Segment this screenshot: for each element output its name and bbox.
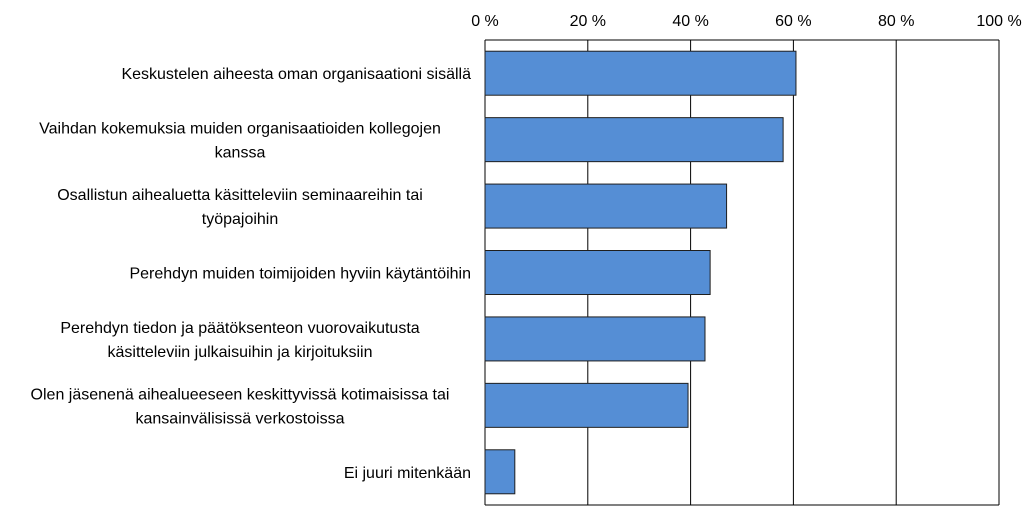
category-label: käsitteleviin julkaisuihin ja kirjoituks… bbox=[108, 344, 373, 361]
category-label: Perehdyn tiedon ja päätöksenteon vuorova… bbox=[60, 320, 419, 337]
bar bbox=[484, 250, 711, 295]
category-label: Osallistun aihealuetta käsitteleviin sem… bbox=[57, 187, 423, 204]
category-label: kanssa bbox=[215, 145, 266, 162]
bar bbox=[484, 50, 797, 96]
category-label-layer: Keskustelen aiheesta oman organisaationi… bbox=[31, 66, 472, 482]
bar bbox=[484, 183, 728, 229]
x-tick-label: 80 % bbox=[878, 13, 914, 30]
category-label: kansainvälisissä verkostoissa bbox=[136, 410, 345, 427]
x-tick-label: 100 % bbox=[976, 13, 1021, 30]
bar bbox=[484, 316, 706, 362]
bar bbox=[484, 449, 516, 495]
category-label: Olen jäsenenä aihealueeseen keskittyviss… bbox=[31, 386, 450, 403]
x-tick-label: 40 % bbox=[672, 13, 708, 30]
bar bbox=[484, 117, 784, 163]
category-label: Keskustelen aiheesta oman organisaationi… bbox=[121, 66, 471, 83]
x-tick-label: 60 % bbox=[775, 13, 811, 30]
category-label: Perehdyn muiden toimijoiden hyviin käytä… bbox=[129, 266, 471, 283]
bar-layer bbox=[484, 50, 797, 495]
category-label: Ei juuri mitenkään bbox=[344, 465, 471, 482]
category-label: Vaihdan kokemuksia muiden organisaatioid… bbox=[39, 121, 441, 138]
x-tick-label: 20 % bbox=[570, 13, 606, 30]
bar bbox=[484, 382, 689, 428]
category-label: työpajoihin bbox=[202, 211, 279, 228]
x-tick-label: 0 % bbox=[471, 13, 499, 30]
tick-label-layer: 0 % 20 % 40 % 60 % 80 % 100 % bbox=[471, 13, 1021, 30]
